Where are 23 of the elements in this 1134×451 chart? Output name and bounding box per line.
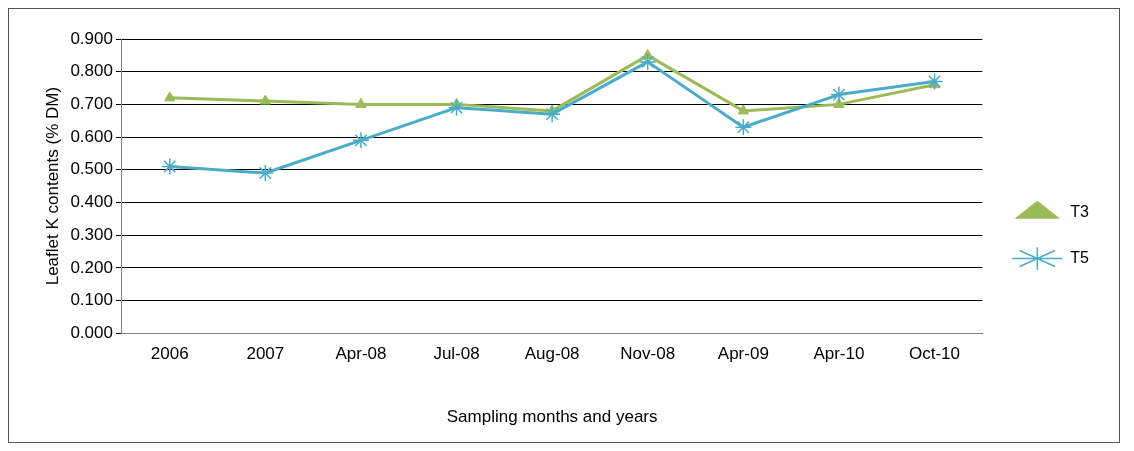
y-tick-label: 0.400 xyxy=(70,192,113,212)
x-axis-title: Sampling months and years xyxy=(446,407,658,427)
y-tick-label: 0.500 xyxy=(70,159,113,179)
x-tick-label: Apr-08 xyxy=(335,344,387,364)
x-tick-label: Oct-10 xyxy=(909,344,961,364)
y-tick-label: 0.300 xyxy=(70,224,113,244)
y-tick-label: 0.600 xyxy=(70,126,113,146)
y-axis-title: Leaflet K contents (% DM) xyxy=(42,86,62,286)
x-tick-label: 2006 xyxy=(150,344,189,364)
y-tick-label: 0.800 xyxy=(70,61,113,81)
x-tick-label: Aug-08 xyxy=(524,344,580,364)
y-tick-label: 0.000 xyxy=(70,322,113,342)
y-tick-label: 0.100 xyxy=(70,290,113,310)
x-tick-label: 2007 xyxy=(246,344,285,364)
x-tick-label: Jul-08 xyxy=(433,344,480,364)
y-tick-label: 0.900 xyxy=(70,28,113,48)
x-tick-label: Apr-09 xyxy=(717,344,769,364)
y-tick-label: 0.700 xyxy=(70,94,113,114)
legend-label: T5 xyxy=(1070,248,1090,266)
legend-label: T3 xyxy=(1070,202,1090,220)
y-tick-label: 0.200 xyxy=(70,257,113,277)
x-tick-label: Apr-10 xyxy=(813,344,865,364)
x-tick-label: Nov-08 xyxy=(620,344,676,364)
